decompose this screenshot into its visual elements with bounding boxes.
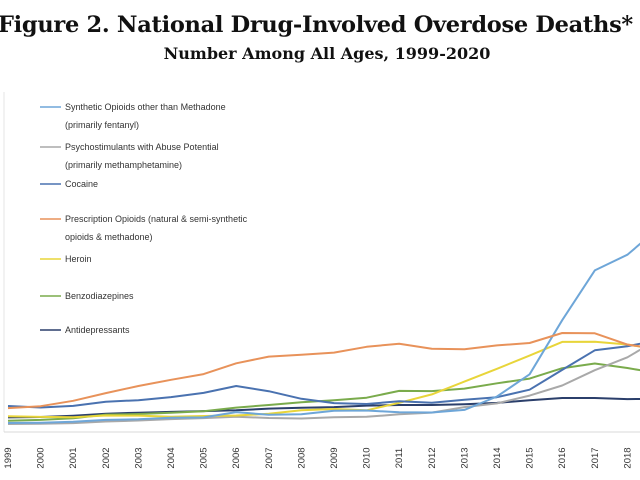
series-line-6 bbox=[7, 397, 640, 419]
x-tick-label-1999: 1999 bbox=[3, 447, 14, 468]
x-tick-label-2000: 2000 bbox=[36, 447, 47, 468]
legend-label-line2-1: (primarily methamphetamine) bbox=[65, 160, 182, 170]
legend-label-5: Benzodiazepines bbox=[65, 291, 134, 301]
series-line-0 bbox=[7, 242, 640, 424]
legend-label-line2-3: opioids & methadone) bbox=[65, 232, 153, 242]
x-tick-label-2013: 2013 bbox=[459, 447, 470, 468]
legend-label-1: Psychostimulants with Abuse Potential bbox=[65, 142, 219, 152]
legend-label-line2-0: (primarily fentanyl) bbox=[65, 120, 139, 130]
x-tick-label-2012: 2012 bbox=[427, 447, 438, 468]
x-tick-label-2008: 2008 bbox=[296, 447, 307, 468]
x-tick-label-2017: 2017 bbox=[590, 447, 601, 468]
series-line-3 bbox=[7, 332, 640, 410]
x-tick-label-2005: 2005 bbox=[199, 447, 210, 468]
chart-subtitle: Number Among All Ages, 1999-2020 bbox=[163, 44, 491, 63]
x-tick-label-2002: 2002 bbox=[101, 447, 112, 468]
legend-label-4: Heroin bbox=[65, 254, 92, 264]
legend-label-2: Cocaine bbox=[65, 179, 98, 189]
legend-label-6: Antidepressants bbox=[65, 325, 130, 335]
x-tick-label-2006: 2006 bbox=[231, 447, 242, 468]
x-tick-label-2010: 2010 bbox=[362, 447, 373, 468]
x-tick-label-2018: 2018 bbox=[622, 447, 633, 468]
series-line-2 bbox=[7, 342, 640, 409]
x-tick-label-2003: 2003 bbox=[133, 447, 144, 468]
legend-label-0: Synthetic Opioids other than Methadone bbox=[65, 102, 226, 112]
x-tick-label-2016: 2016 bbox=[557, 447, 568, 468]
x-tick-label-2001: 2001 bbox=[68, 447, 79, 468]
x-tick-label-2014: 2014 bbox=[492, 447, 503, 468]
series-line-1 bbox=[7, 348, 640, 425]
x-tick-label-2009: 2009 bbox=[329, 447, 340, 468]
x-tick-label-2007: 2007 bbox=[264, 447, 275, 468]
x-tick-label-2015: 2015 bbox=[525, 447, 536, 468]
legend-label-3: Prescription Opioids (natural & semi-syn… bbox=[65, 214, 248, 224]
chart-title: Figure 2. National Drug-Involved Overdos… bbox=[0, 12, 633, 38]
x-tick-label-2011: 2011 bbox=[394, 448, 405, 468]
x-tick-label-2004: 2004 bbox=[166, 447, 177, 468]
series-line-5 bbox=[7, 362, 640, 422]
